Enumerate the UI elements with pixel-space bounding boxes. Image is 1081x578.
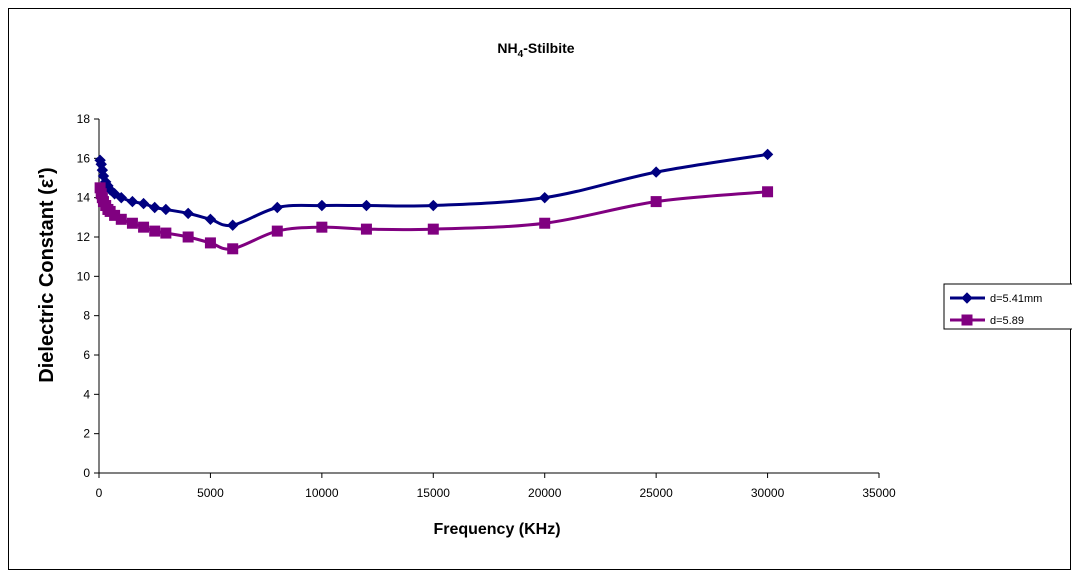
y-tick-label: 16 bbox=[77, 151, 91, 165]
legend-label-2: d=5.89 bbox=[990, 315, 1024, 327]
series-1-point bbox=[126, 195, 139, 208]
x-tick-label: 15000 bbox=[417, 486, 451, 500]
series-1-point bbox=[316, 199, 328, 212]
series-2-point bbox=[160, 227, 172, 239]
y-tick-label: 0 bbox=[83, 466, 90, 480]
chart-title-subscript: 4 bbox=[518, 49, 524, 60]
y-axis-title: Dielectric Constant (ε') bbox=[36, 167, 58, 382]
legend: d=5.41mm d=5.89 bbox=[943, 283, 1072, 330]
legend-label-1: d=5.41mm bbox=[990, 293, 1042, 305]
series-line-1 bbox=[98, 152, 768, 228]
series-1-point bbox=[761, 148, 774, 161]
series-1-point bbox=[227, 219, 239, 231]
legend-marker-1 bbox=[961, 292, 973, 304]
chart-title-main: NH bbox=[497, 40, 517, 56]
series-2-point bbox=[227, 243, 239, 255]
series-1-point bbox=[360, 199, 373, 212]
series-line-2 bbox=[98, 187, 768, 251]
series-2-point bbox=[539, 217, 551, 229]
x-tick-label: 10000 bbox=[305, 486, 339, 500]
y-tick-label: 10 bbox=[77, 269, 91, 283]
chart-frame: NH4-Stilbite 0 2 4 6 8 10 12 14 16 18 0 5000 10000 15… bbox=[8, 8, 1072, 570]
y-tick-label: 14 bbox=[77, 191, 91, 205]
series-1-point bbox=[427, 199, 439, 212]
series-2-point bbox=[126, 217, 138, 229]
x-tick-label: 30000 bbox=[751, 486, 785, 500]
chart-title-rest: -Stilbite bbox=[523, 40, 575, 56]
series-2-point bbox=[316, 221, 328, 233]
series-2-point bbox=[115, 213, 127, 225]
series-1-point bbox=[137, 197, 150, 210]
y-tick-label: 2 bbox=[83, 427, 90, 441]
series-2-point bbox=[138, 221, 150, 233]
x-tick-label: 35000 bbox=[862, 486, 896, 500]
series-2-point bbox=[149, 225, 161, 237]
x-tick-label: 5000 bbox=[197, 486, 224, 500]
y-tick-label: 4 bbox=[83, 387, 90, 401]
x-tick-label: 20000 bbox=[528, 486, 562, 500]
series-2-point bbox=[427, 223, 439, 235]
series-1-point bbox=[160, 203, 172, 216]
y-tick-label: 12 bbox=[77, 230, 91, 244]
plot-area: 0 2 4 6 8 10 12 14 16 18 0 5000 10000 15000 20000 25000… bbox=[77, 112, 896, 500]
series-1-point bbox=[182, 207, 194, 220]
y-tick-label: 8 bbox=[83, 309, 90, 323]
series-1-point bbox=[650, 166, 662, 178]
x-tick-label: 0 bbox=[96, 486, 103, 500]
series-2-point bbox=[762, 186, 774, 198]
legend-marker-2 bbox=[961, 314, 973, 326]
x-tick-label: 25000 bbox=[639, 486, 673, 500]
series-1-point bbox=[149, 201, 161, 214]
series-1-point bbox=[204, 213, 217, 226]
series-2-point bbox=[204, 237, 216, 249]
chart-title: NH4-Stilbite bbox=[497, 40, 574, 60]
series-2-point bbox=[271, 225, 283, 237]
y-tick-label: 6 bbox=[83, 348, 90, 362]
series-1-point bbox=[271, 201, 283, 214]
series-2-point bbox=[650, 196, 662, 208]
x-axis-title: Frequency (KHz) bbox=[433, 521, 560, 538]
series-2-point bbox=[360, 223, 372, 235]
y-tick-label: 18 bbox=[77, 112, 91, 126]
series-2-point bbox=[182, 231, 194, 243]
series-1-point bbox=[539, 191, 551, 204]
series-1-point bbox=[115, 191, 127, 204]
